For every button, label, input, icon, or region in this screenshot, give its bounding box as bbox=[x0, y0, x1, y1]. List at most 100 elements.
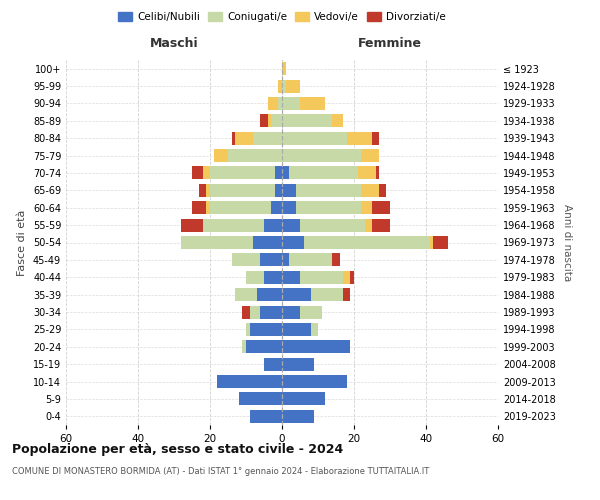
Bar bbox=[260, 254, 282, 266]
Bar bbox=[311, 288, 343, 301]
Bar bbox=[192, 201, 206, 214]
Bar bbox=[264, 358, 282, 370]
Bar bbox=[282, 375, 347, 388]
Bar bbox=[214, 149, 228, 162]
Bar bbox=[260, 306, 282, 318]
Bar bbox=[282, 270, 300, 284]
Bar bbox=[257, 288, 282, 301]
Bar bbox=[343, 288, 350, 301]
Bar bbox=[343, 270, 350, 284]
Bar bbox=[372, 218, 390, 232]
Bar bbox=[430, 236, 433, 249]
Bar bbox=[253, 132, 282, 144]
Bar bbox=[235, 132, 253, 144]
Bar bbox=[228, 149, 282, 162]
Text: Maschi: Maschi bbox=[149, 36, 199, 50]
Bar bbox=[282, 80, 286, 92]
Bar bbox=[271, 114, 282, 128]
Bar bbox=[246, 270, 264, 284]
Bar bbox=[282, 392, 325, 406]
Bar bbox=[282, 114, 332, 128]
Bar bbox=[232, 254, 260, 266]
Bar bbox=[250, 410, 282, 423]
Bar bbox=[242, 306, 250, 318]
Bar bbox=[282, 323, 311, 336]
Bar bbox=[275, 166, 282, 179]
Bar bbox=[361, 149, 379, 162]
Bar bbox=[296, 201, 361, 214]
Bar bbox=[260, 114, 268, 128]
Bar bbox=[433, 236, 448, 249]
Text: COMUNE DI MONASTERO BORMIDA (AT) - Dati ISTAT 1° gennaio 2024 - Elaborazione TUT: COMUNE DI MONASTERO BORMIDA (AT) - Dati … bbox=[12, 468, 429, 476]
Bar bbox=[300, 270, 343, 284]
Bar bbox=[300, 97, 325, 110]
Bar bbox=[278, 97, 282, 110]
Bar bbox=[358, 166, 376, 179]
Bar bbox=[350, 270, 354, 284]
Bar bbox=[282, 288, 311, 301]
Bar bbox=[282, 306, 300, 318]
Bar bbox=[275, 184, 282, 197]
Bar bbox=[282, 340, 350, 353]
Bar bbox=[282, 254, 289, 266]
Bar bbox=[253, 236, 282, 249]
Bar bbox=[271, 201, 282, 214]
Bar bbox=[210, 166, 275, 179]
Bar bbox=[332, 254, 340, 266]
Bar bbox=[286, 80, 300, 92]
Bar bbox=[361, 184, 379, 197]
Bar bbox=[332, 114, 343, 128]
Bar bbox=[282, 358, 314, 370]
Bar bbox=[268, 114, 271, 128]
Bar bbox=[289, 254, 332, 266]
Bar bbox=[278, 80, 282, 92]
Bar bbox=[365, 218, 372, 232]
Bar bbox=[372, 201, 390, 214]
Bar bbox=[203, 166, 210, 179]
Bar bbox=[379, 184, 386, 197]
Bar bbox=[217, 375, 282, 388]
Bar bbox=[264, 218, 282, 232]
Bar bbox=[235, 288, 257, 301]
Bar bbox=[181, 236, 253, 249]
Text: Popolazione per età, sesso e stato civile - 2024: Popolazione per età, sesso e stato civil… bbox=[12, 442, 343, 456]
Bar bbox=[304, 236, 430, 249]
Bar bbox=[250, 306, 260, 318]
Bar bbox=[246, 340, 282, 353]
Y-axis label: Fasce di età: Fasce di età bbox=[17, 210, 27, 276]
Text: Femmine: Femmine bbox=[358, 36, 422, 50]
Bar bbox=[282, 97, 300, 110]
Bar bbox=[347, 132, 372, 144]
Bar bbox=[181, 218, 203, 232]
Bar bbox=[246, 323, 250, 336]
Bar bbox=[232, 132, 235, 144]
Bar bbox=[282, 184, 296, 197]
Bar bbox=[210, 201, 271, 214]
Bar bbox=[264, 270, 282, 284]
Bar bbox=[206, 201, 210, 214]
Bar bbox=[282, 236, 304, 249]
Bar bbox=[282, 62, 286, 75]
Bar bbox=[206, 184, 210, 197]
Bar bbox=[361, 201, 372, 214]
Bar bbox=[376, 166, 379, 179]
Bar bbox=[311, 323, 318, 336]
Bar bbox=[282, 410, 314, 423]
Bar bbox=[282, 166, 289, 179]
Bar bbox=[282, 201, 296, 214]
Bar bbox=[210, 184, 275, 197]
Bar bbox=[282, 149, 361, 162]
Bar bbox=[242, 340, 246, 353]
Bar bbox=[250, 323, 282, 336]
Bar bbox=[300, 218, 365, 232]
Bar bbox=[372, 132, 379, 144]
Bar bbox=[282, 132, 347, 144]
Bar bbox=[192, 166, 203, 179]
Bar bbox=[282, 218, 300, 232]
Bar bbox=[203, 218, 264, 232]
Bar bbox=[239, 392, 282, 406]
Bar bbox=[289, 166, 358, 179]
Bar bbox=[268, 97, 278, 110]
Bar bbox=[199, 184, 206, 197]
Bar bbox=[300, 306, 322, 318]
